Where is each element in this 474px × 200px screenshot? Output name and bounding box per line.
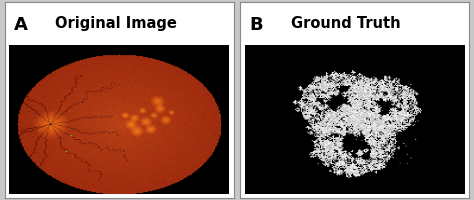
Text: Ground Truth: Ground Truth: [291, 16, 401, 31]
Text: B: B: [250, 16, 263, 34]
Text: A: A: [14, 16, 28, 34]
Text: Original Image: Original Image: [55, 16, 177, 31]
